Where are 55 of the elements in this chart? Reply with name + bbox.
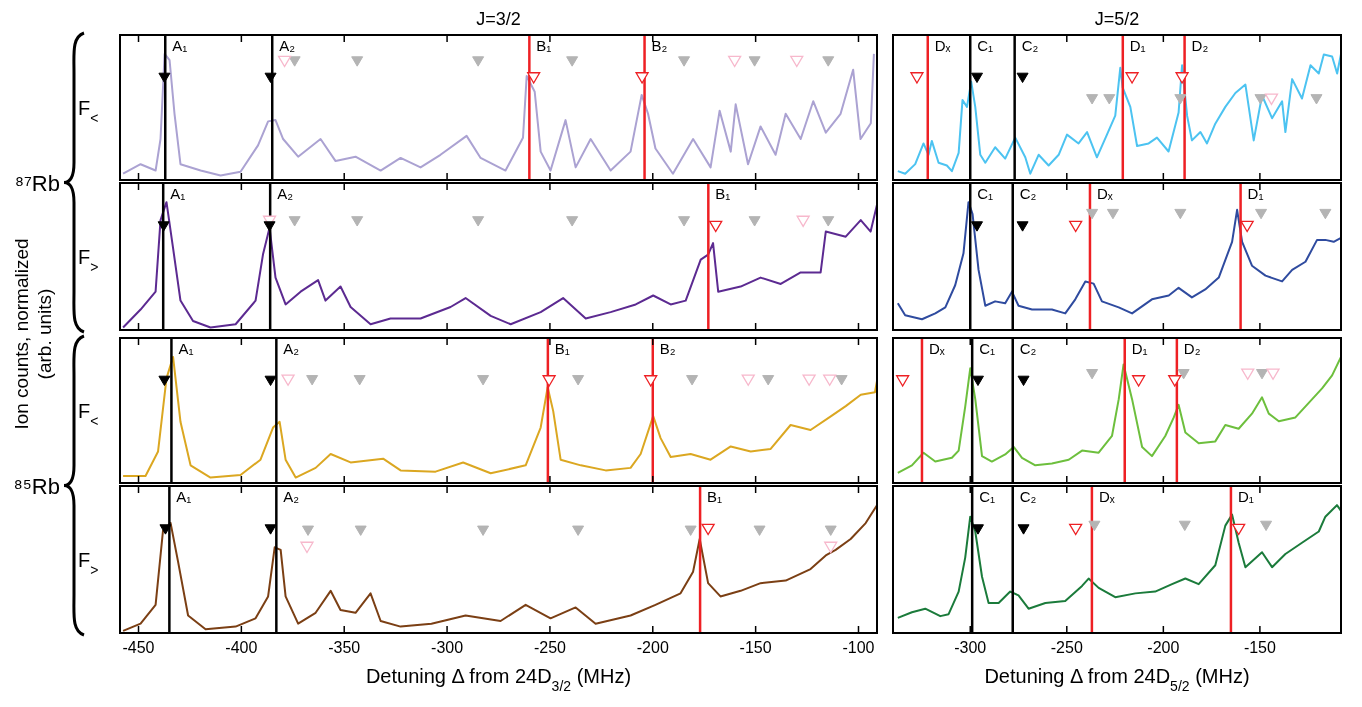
ref-line-label: B₁ [707,488,723,505]
ref-line-label: C₁ [979,488,996,505]
x-tick-label: -400 [225,639,258,656]
ref-line-label: A₂ [279,37,296,54]
x-tick-label: -300 [954,639,987,656]
ref-line-label: Dₓ [934,37,951,54]
y-axis-title: F$_{>}$ [78,548,99,578]
chart-title: J=5/2 [1094,9,1140,29]
ref-line-label: D₁ [1129,37,1146,54]
x-tick-label: -350 [328,639,361,656]
ref-line-label: C₁ [977,185,994,202]
ref-line-label: A₁ [176,488,192,505]
x-axis-title: Detuning Δ from 24D$_{3/2}$ (MHz) [365,665,632,694]
x-tick-label: -450 [122,639,155,656]
ref-line-label: D₂ [1183,340,1201,357]
y-axis-title: F$_{>}$ [78,245,99,275]
ref-line-label: A₂ [277,185,294,202]
ref-line-label: C₁ [979,340,996,357]
x-tick-label: -150 [739,639,772,656]
ref-line-label: C₂ [1019,185,1037,202]
chart-title: J=3/2 [476,9,521,29]
ref-line-label: A₁ [178,340,194,357]
ref-line-label: B₂ [651,37,668,54]
ref-line-label: A₂ [283,488,300,505]
text: ⁸⁷Rb [14,170,60,196]
x-tick-label: -100 [842,639,875,656]
ref-line-label: A₁ [172,37,188,54]
ref-line-label: C₂ [1019,340,1037,357]
ref-line-label: D₁ [1237,488,1254,505]
ref-line-label: B₁ [554,340,570,357]
ref-line-label: A₁ [170,185,186,202]
x-tick-label: -250 [1050,639,1083,656]
ref-line-label: C₂ [1019,488,1037,505]
x-tick-label: -150 [1243,639,1277,656]
ref-line-label: D₁ [1131,340,1148,357]
ref-line-label: Dₓ [928,340,945,357]
ref-line-label: A₂ [283,340,300,357]
ref-line-label: B₁ [715,185,731,202]
y-axis-title: F$_{<}$ [78,399,99,429]
ref-line-label: B₂ [659,340,676,357]
x-tick-label: -200 [1147,639,1180,656]
ref-line-label: B₁ [536,37,552,54]
ref-line-label: C₂ [1021,37,1039,54]
ref-line-label: C₁ [977,37,994,54]
x-tick-label: -300 [431,639,464,656]
x-tick-label: -200 [636,639,669,656]
x-axis-title: Detuning Δ from 24D$_{5/2}$ (MHz) [984,665,1250,694]
x-tick-label: -250 [533,639,567,656]
ref-line-label: Dₓ [1096,185,1113,202]
y-axis-title: F$_{<}$ [78,96,99,126]
text: Ion counts, normalized (arb. units) [11,238,55,430]
ref-line-label: D₁ [1247,185,1264,202]
ref-line-label: D₂ [1191,37,1209,54]
ref-line-label: Dₓ [1098,488,1115,505]
text: ⁸⁵Rb [13,473,60,499]
